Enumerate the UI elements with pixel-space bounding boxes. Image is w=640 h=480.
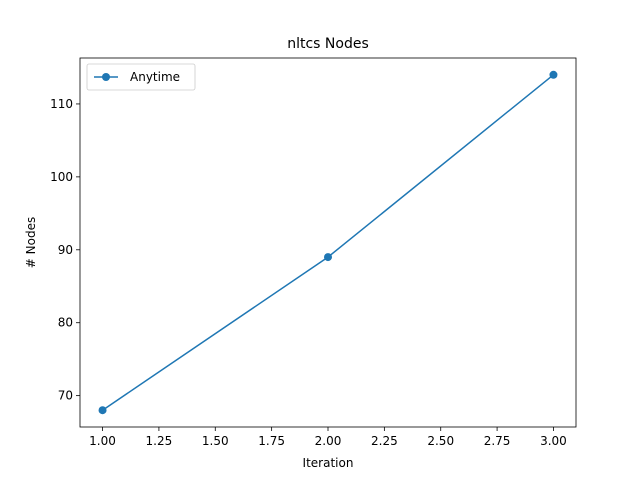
y-tick-label: 70 bbox=[58, 389, 73, 403]
y-tick-label: 100 bbox=[50, 170, 73, 184]
legend: Anytime bbox=[86, 63, 196, 91]
x-tick-label: 3.00 bbox=[540, 434, 567, 448]
y-tick-label: 80 bbox=[58, 316, 73, 330]
legend-label-anytime: Anytime bbox=[130, 70, 180, 84]
series-layer bbox=[98, 70, 558, 415]
data-point bbox=[324, 253, 332, 262]
y-axis-label: # Nodes bbox=[24, 217, 38, 268]
x-tick-label: 1.25 bbox=[146, 434, 173, 448]
x-axis-label: Iteration bbox=[303, 456, 354, 470]
x-tick-label: 1.50 bbox=[202, 434, 229, 448]
data-point bbox=[98, 406, 107, 415]
x-tick-label: 2.50 bbox=[427, 434, 454, 448]
y-tick-label: 90 bbox=[58, 243, 73, 257]
y-axis-ticks: 70 80 90 100 110 bbox=[50, 97, 80, 403]
legend-box bbox=[86, 63, 196, 91]
data-point bbox=[549, 70, 558, 79]
x-tick-label: 1.00 bbox=[89, 434, 116, 448]
chart-title: nltcs Nodes bbox=[287, 36, 369, 52]
x-tick-label: 1.75 bbox=[258, 434, 285, 448]
x-tick-label: 2.00 bbox=[315, 434, 342, 448]
plot-frame bbox=[79, 57, 577, 428]
legend-marker-anytime bbox=[102, 73, 110, 81]
y-tick-label: 110 bbox=[50, 97, 73, 111]
x-tick-label: 2.25 bbox=[371, 434, 398, 448]
x-axis-ticks: 1.00 1.25 1.50 1.75 2.00 2.25 2.50 2.75 3.00 bbox=[89, 427, 567, 448]
plot-area bbox=[80, 58, 576, 427]
x-tick-label: 2.75 bbox=[484, 434, 511, 448]
